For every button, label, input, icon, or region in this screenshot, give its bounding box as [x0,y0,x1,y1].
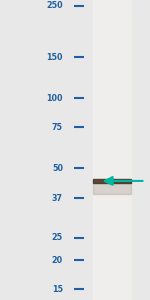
Text: 75: 75 [52,123,63,132]
Text: 37: 37 [52,194,63,203]
Text: 50: 50 [52,164,63,172]
Bar [93,0,130,300]
Text: 250: 250 [46,2,63,10]
Text: 150: 150 [46,53,63,62]
Text: 15: 15 [52,285,63,294]
Bar [93,182,130,194]
Bar [93,179,130,183]
Text: 20: 20 [52,256,63,265]
Text: 100: 100 [46,94,63,103]
Text: 25: 25 [52,233,63,242]
